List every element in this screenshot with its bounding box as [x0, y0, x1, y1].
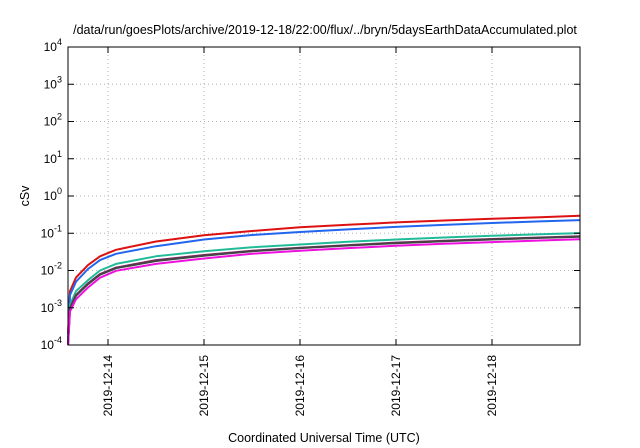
x-tick-label: 2019-12-16 [293, 355, 307, 417]
y-axis-label: cSv [18, 185, 32, 207]
series-line [67, 235, 581, 346]
series-line [67, 238, 581, 346]
x-axis-label: Coordinated Universal Time (UTC) [228, 431, 420, 445]
grid [68, 47, 580, 345]
y-tick-label: 103 [44, 74, 62, 91]
x-tick-label: 2019-12-17 [389, 355, 403, 417]
y-tick-label: 10-1 [41, 223, 62, 240]
ticks: 10-4 10-3 10-2 10-1 100 101 102 103 104 2019-12-1… [41, 37, 580, 416]
x-tick-label: 2019-12-15 [197, 355, 211, 417]
series-line [67, 235, 581, 346]
x-tick-label: 2019-12-18 [485, 355, 499, 417]
y-tick-label: 100 [44, 186, 62, 203]
y-tick-label: 10-3 [41, 298, 62, 315]
y-tick-label: 101 [44, 149, 62, 166]
y-tick-label: 104 [44, 37, 62, 54]
series-layer [67, 214, 581, 346]
series-line [67, 214, 581, 334]
y-tick-label: 102 [44, 112, 62, 129]
plot-frame [67, 46, 581, 346]
chart-title: /data/run/goesPlots/archive/2019-12-18/2… [73, 23, 577, 37]
series-line [67, 232, 581, 346]
y-tick-label: 10-4 [41, 335, 62, 352]
y-tick-label: 10-2 [41, 261, 62, 278]
series-line [67, 219, 581, 339]
x-tick-label: 2019-12-14 [101, 355, 115, 417]
